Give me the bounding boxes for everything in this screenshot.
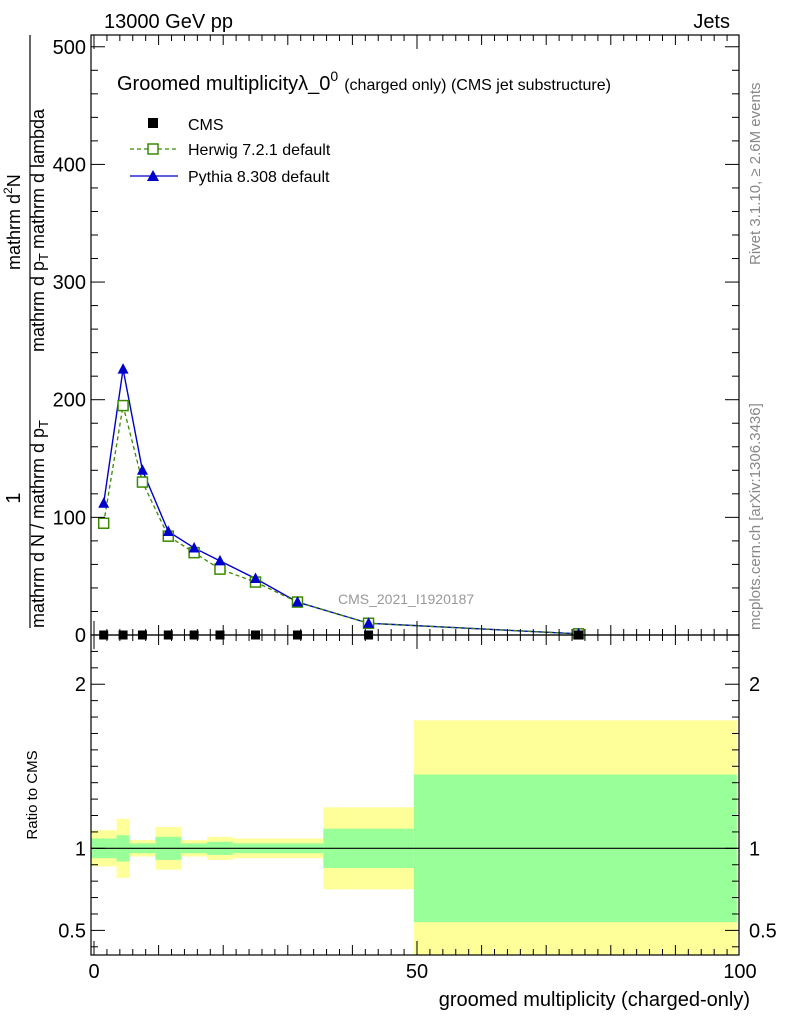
plot-title-detail: (charged only) (CMS jet substructure)	[344, 77, 611, 94]
ratio-ytick-label-right: 0.5	[749, 920, 777, 942]
main-axis-ticks: 0 100 200 300 400 500	[53, 35, 739, 647]
ratio-ytick-label-right: 2	[749, 674, 760, 696]
main-ytick-label: 300	[53, 272, 86, 294]
x-axis-label: groomed multiplicity (charged-only)	[439, 989, 750, 1011]
legend-cms-label: CMS	[188, 117, 224, 134]
y-axis-label: 1 mathrm d N / mathrm d pT mathrm d2N ma…	[1, 35, 51, 628]
header-energy: 13000 GeV pp	[104, 11, 233, 33]
rivet-label: Rivet 3.1.10, ≥ 2.6M events	[747, 83, 764, 266]
ratio-y-label: Ratio to CMS	[24, 750, 41, 839]
herwig-point	[214, 563, 226, 575]
pythia-point	[250, 572, 261, 584]
analysis-tag: CMS_2021_I1920187	[338, 591, 474, 607]
herwig-point	[117, 399, 129, 412]
main-ytick-label: 100	[53, 507, 86, 529]
y-label-rnum-tail: N	[4, 174, 24, 187]
header-category: Jets	[693, 11, 730, 33]
y-label-den-sub: T	[36, 420, 51, 428]
ratio-ytick-label-right: 1	[749, 838, 760, 860]
plot-title-sup: 0	[330, 68, 338, 84]
pythia-point	[214, 554, 226, 566]
ratio-plot-area	[91, 720, 739, 955]
y-label-rden-main: mathrm d p	[28, 261, 48, 352]
main-ytick-label: 400	[53, 154, 86, 176]
main-ytick-label: 200	[53, 390, 86, 412]
herwig-line	[103, 405, 579, 635]
herwig-point	[136, 476, 149, 488]
y-label-numerator: 1	[3, 492, 25, 503]
y-label-right-den: mathrm d pTmathrm d lambda	[28, 108, 51, 352]
pythia-point	[117, 363, 129, 374]
herwig-point	[97, 517, 110, 529]
y-label-rnum-sup: 2	[1, 187, 15, 194]
y-label-rnum-main: mathrm d	[4, 194, 24, 270]
y-label-den-main: mathrm d N / mathrm d p	[28, 428, 48, 628]
ratio-ytick-label: 2	[75, 674, 86, 696]
xtick-label: 50	[406, 961, 428, 983]
pythia-point	[98, 497, 110, 508]
legend-pythia-label: Pythia 8.308 default	[188, 169, 330, 186]
legend-herwig-label: Herwig 7.2.1 default	[188, 142, 331, 159]
pythia-point	[291, 596, 303, 607]
ratio-axis-ticks: 0.5 0.5 1 1 2 2 0 50 100	[58, 635, 777, 983]
legend-cms-marker	[148, 118, 158, 128]
pythia-point	[162, 525, 174, 536]
ratio-plot-frame	[90, 634, 740, 956]
plot-title-main: Groomed multiplicityλ_0	[117, 73, 330, 95]
xtick-label: 0	[88, 961, 99, 983]
y-label-right-num: mathrm d2N	[1, 174, 24, 270]
ratio-ytick-label: 0.5	[58, 920, 86, 942]
ratio-ytick-label: 1	[75, 838, 86, 860]
plot-title: Groomed multiplicityλ_00 (charged only) (…	[117, 68, 611, 95]
main-ytick-label: 500	[53, 37, 86, 59]
pythia-point	[363, 617, 375, 628]
xtick-label: 100	[723, 961, 756, 983]
legend: CMS Herwig 7.2.1 default Pythia 8.308 de…	[130, 117, 331, 186]
y-label-denominator: mathrm d N / mathrm d pT	[28, 420, 51, 628]
pythia-point	[136, 464, 148, 475]
mcplots-label: mcplots.cern.ch [arXiv:1306.3436]	[747, 403, 764, 630]
pythia-line	[102, 368, 579, 635]
legend-pythia-marker	[147, 170, 159, 181]
y-label-rden-tail: mathrm d lambda	[28, 108, 48, 249]
legend-herwig-marker	[147, 143, 159, 155]
pythia-point	[188, 541, 200, 553]
main-ytick-label: 0	[75, 625, 86, 647]
y-label-rden-sub: T	[36, 253, 51, 261]
